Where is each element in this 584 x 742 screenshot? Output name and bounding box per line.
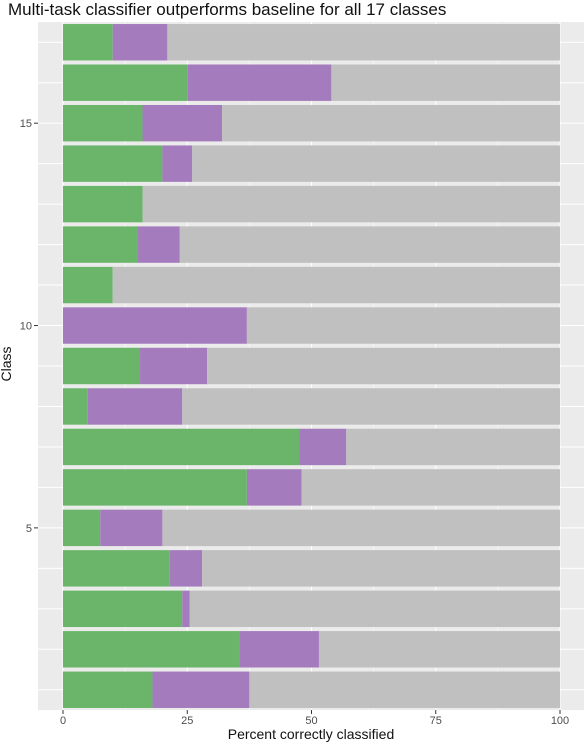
bar-class-14-segment-2: [162, 145, 193, 182]
bar-class-5-segment-2: [100, 509, 163, 547]
bar-class-2-segment-1: [63, 631, 240, 668]
bar-class-13-segment-3: [142, 185, 560, 223]
bar-class-17-segment-1: [63, 24, 113, 61]
bar-class-7-segment-1: [63, 428, 300, 466]
x-tick-label: 25: [181, 715, 193, 727]
bar-class-9-segment-2: [140, 347, 208, 385]
bar-class-11-segment-1: [63, 266, 113, 304]
bar-class-6-segment-2: [246, 469, 302, 506]
bar-class-8-segment-3: [182, 388, 560, 425]
bar-class-3-segment-3: [189, 590, 561, 628]
bar-class-8-segment-1: [63, 388, 88, 425]
bar-class-12-segment-2: [137, 226, 180, 263]
bar-class-12-segment-3: [179, 226, 561, 263]
bar-class-1-segment-1: [63, 671, 153, 708]
bar-class-10-segment-2: [63, 307, 247, 344]
bar-class-4-segment-3: [202, 550, 560, 587]
bar-class-15-segment-1: [63, 104, 143, 142]
bar-class-8-segment-2: [87, 388, 183, 425]
bar-class-1-segment-3: [249, 671, 560, 708]
bar-class-13-segment-1: [63, 185, 143, 223]
bar-class-5-segment-1: [63, 509, 101, 547]
bar-class-9-segment-3: [207, 347, 560, 385]
x-tick-label: 50: [305, 715, 317, 727]
y-tick-label: 5: [26, 523, 32, 535]
bar-class-16-segment-2: [187, 64, 332, 101]
bar-class-6-segment-1: [63, 469, 247, 506]
bar-class-15-segment-2: [142, 104, 223, 142]
axes: 0 25 50 75 100 5 10 15: [20, 118, 569, 727]
bar-class-2-segment-3: [318, 631, 560, 668]
x-tick-label: 0: [60, 715, 66, 727]
bar-class-7-segment-2: [299, 428, 347, 466]
bar-class-5-segment-3: [162, 509, 560, 547]
x-tick-label: 75: [430, 715, 442, 727]
bar-class-16-segment-1: [63, 64, 188, 101]
bar-class-11-segment-3: [112, 266, 560, 304]
bar-class-4-segment-1: [63, 550, 170, 587]
bar-class-15-segment-3: [222, 104, 561, 142]
y-tick-label: 15: [20, 118, 32, 130]
bar-class-17-segment-2: [112, 24, 168, 61]
chart-title: Multi-task classifier outperforms baseli…: [8, 0, 447, 19]
bar-class-3-segment-2: [182, 590, 190, 628]
bar-class-2-segment-2: [239, 631, 319, 668]
bar-class-14-segment-3: [192, 145, 560, 182]
y-tick-label: 10: [20, 321, 32, 333]
bar-class-3-segment-1: [63, 590, 183, 628]
bar-class-4-segment-2: [169, 550, 203, 587]
bar-class-7-segment-3: [346, 428, 560, 466]
x-tick-label: 100: [551, 715, 569, 727]
bar-class-17-segment-3: [167, 24, 560, 61]
bars: [63, 24, 561, 708]
bar-class-10-segment-3: [246, 307, 560, 344]
y-axis-title: Class: [0, 346, 14, 382]
x-axis-title: Percent correctly classified: [227, 726, 395, 742]
bar-class-12-segment-1: [63, 226, 138, 263]
bar-class-9-segment-1: [63, 347, 141, 385]
bar-class-16-segment-3: [331, 64, 560, 101]
bar-class-14-segment-1: [63, 145, 163, 182]
bar-class-6-segment-3: [301, 469, 560, 506]
bar-class-1-segment-2: [152, 671, 250, 708]
